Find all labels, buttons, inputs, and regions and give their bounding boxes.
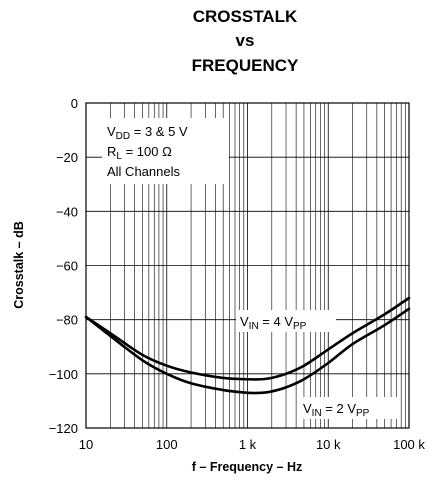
series-label-lower: VIN = 2 VPP — [303, 401, 370, 419]
condition-channels: All Channels — [107, 164, 180, 179]
x-tick-label: 100 — [156, 437, 178, 452]
condition-vdd-main: V — [107, 124, 116, 139]
chart-title-line-2: vs — [236, 31, 255, 50]
y-tick-label: −80 — [56, 313, 78, 328]
series-label-lower-v: V — [303, 401, 312, 416]
y-tick-label: −100 — [49, 367, 78, 382]
series-label-lower-bg — [298, 397, 398, 419]
condition-vdd-sub: DD — [116, 131, 130, 142]
condition-vdd-rest: = 3 & 5 V — [130, 124, 188, 139]
x-tick-label: 10 — [79, 437, 93, 452]
conditions-box-bg — [102, 118, 229, 184]
y-tick-label: 0 — [71, 96, 78, 111]
chart-title-line-3: FREQUENCY — [192, 56, 299, 75]
series-label-lower-sub2: PP — [356, 408, 370, 419]
y-tick-label: −40 — [56, 204, 78, 219]
series-label-upper-sub2: PP — [293, 321, 307, 332]
series-label-lower-sub1: IN — [312, 408, 322, 419]
y-tick-label: −20 — [56, 150, 78, 165]
series-line-vin-2vpp — [84, 307, 411, 395]
y-tick-label: −60 — [56, 259, 78, 274]
y-axis-title: Crosstalk – dB — [12, 221, 26, 309]
condition-vdd: VDD = 3 & 5 V — [107, 124, 188, 142]
x-tick-label: 100 k — [393, 437, 425, 452]
series-line-vin-4vpp — [84, 296, 411, 381]
x-axis-title: f – Frequency – Hz — [192, 460, 302, 474]
series-label-upper-sub1: IN — [249, 321, 259, 332]
x-tick-label: 10 k — [316, 437, 341, 452]
condition-rl: RL = 100 Ω — [107, 144, 172, 162]
x-tick-label: 1 k — [239, 437, 257, 452]
series-label-upper-v: V — [240, 314, 249, 329]
x-tick-labels: 10 100 1 k 10 k 100 k — [79, 437, 426, 452]
chart-title-line-1: CROSSTALK — [193, 7, 298, 26]
condition-rl-sub: L — [116, 151, 122, 162]
condition-rl-main: R — [107, 144, 116, 159]
series-label-upper: VIN = 4 VPP — [240, 314, 307, 332]
series-label-lower-mid: = 2 V — [322, 401, 357, 416]
series-curves — [84, 296, 411, 395]
y-tick-label: −120 — [49, 421, 78, 436]
condition-rl-rest: = 100 Ω — [122, 144, 172, 159]
series-label-upper-mid: = 4 V — [259, 314, 294, 329]
plot-frame — [85, 102, 410, 429]
series-label-upper-bg — [236, 310, 336, 332]
y-tick-labels: 0 −20 −40 −60 −80 −100 −120 — [49, 96, 78, 436]
